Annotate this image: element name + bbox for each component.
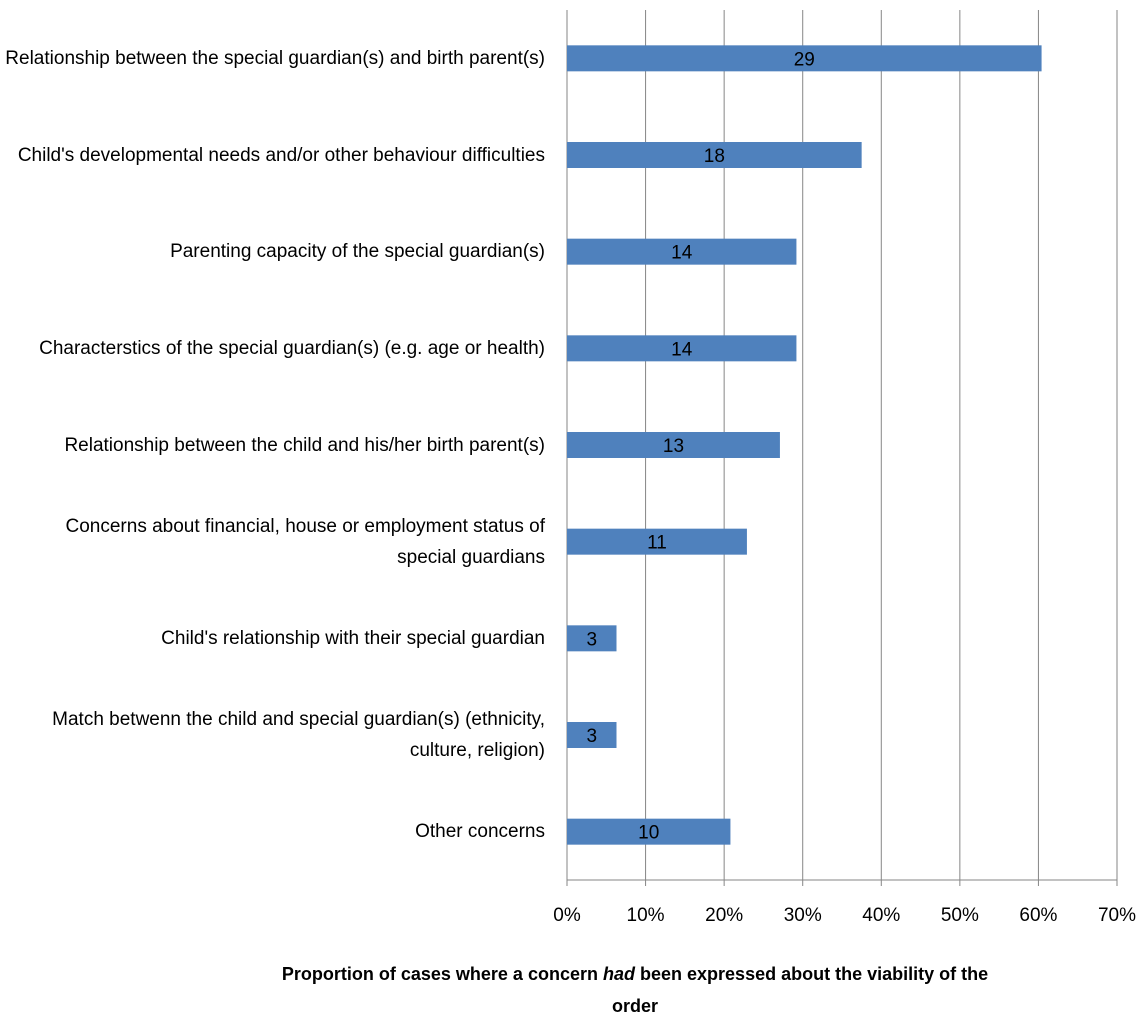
x-tick-label: 10%	[627, 905, 665, 926]
y-tick-label: Match betwenn the child and special guar…	[52, 709, 545, 761]
y-tick-label: Other concerns	[415, 821, 545, 843]
data-label: 3	[586, 629, 597, 650]
y-tick-label: Child's relationship with their special …	[161, 627, 545, 649]
x-tick-label: 60%	[1019, 905, 1057, 926]
y-tick-label: Relationship between the child and his/h…	[64, 434, 545, 456]
axis-title: Proportion of cases where a concern had …	[170, 958, 1100, 1013]
data-label: 3	[586, 726, 597, 747]
title-part: order	[611, 996, 658, 1013]
y-tick-label: Parenting capacity of the special guardi…	[170, 241, 545, 263]
data-label: 13	[663, 436, 684, 457]
x-tick-label: 50%	[941, 905, 979, 926]
x-tick-label: 30%	[784, 905, 822, 926]
bar	[567, 432, 780, 458]
bar	[567, 142, 862, 168]
title-part: Proportion of cases where a concern	[281, 964, 598, 984]
title-part: had	[602, 964, 635, 984]
bar	[567, 45, 1042, 72]
bar	[567, 528, 747, 555]
bar	[567, 625, 617, 652]
y-tick-label: Child's developmental needs and/or other…	[17, 144, 545, 166]
y-tick-label: Concerns about financial, house or emplo…	[65, 515, 546, 568]
bar	[567, 818, 731, 845]
x-tick-label: 0%	[553, 905, 581, 926]
bar	[567, 238, 797, 265]
y-tick-label: Relationship between the special guardia…	[5, 47, 545, 69]
data-label: 29	[794, 49, 815, 70]
data-label: 10	[638, 823, 659, 844]
y-tick-label: Characterstics of the special guardian(s…	[39, 337, 545, 359]
x-tick-label: 40%	[862, 905, 900, 926]
bar	[567, 722, 617, 748]
data-label: 14	[671, 243, 693, 264]
data-label: 18	[704, 146, 725, 167]
data-label: 14	[671, 339, 693, 360]
x-tick-label: 20%	[705, 905, 743, 926]
x-tick-label: 70%	[1098, 905, 1136, 926]
data-label: 11	[647, 533, 667, 554]
title-part: been expressed about the viability of th…	[640, 964, 989, 984]
bar	[567, 335, 797, 362]
